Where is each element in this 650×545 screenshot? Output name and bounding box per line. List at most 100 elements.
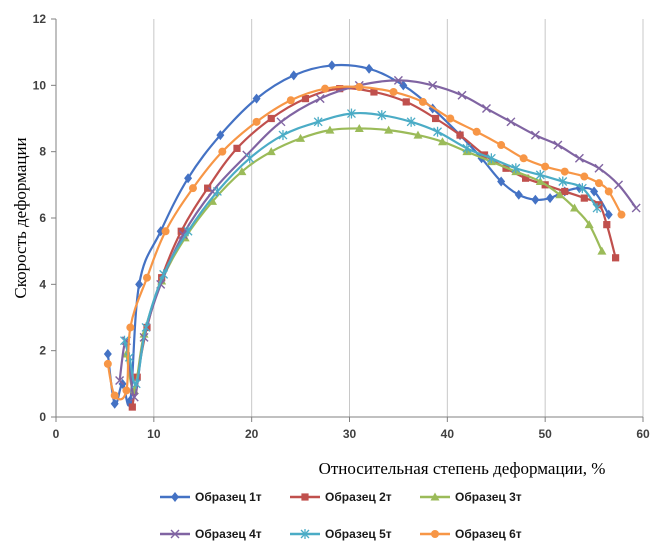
data-point — [245, 153, 255, 164]
y-tick-label: 10 — [33, 78, 47, 92]
data-point — [183, 226, 193, 237]
series-line — [106, 85, 623, 401]
legend-entry: Образец 6т — [420, 527, 522, 541]
data-point — [124, 352, 134, 363]
data-point — [278, 130, 288, 141]
data-point — [325, 125, 335, 134]
data-point — [128, 403, 136, 411]
data-point — [594, 179, 603, 188]
data-point — [393, 75, 403, 85]
data-point — [355, 82, 364, 91]
data-point — [216, 130, 225, 141]
x-tick-label: 40 — [441, 427, 455, 441]
legend-label: Образец 5т — [325, 527, 392, 541]
data-point — [530, 130, 540, 140]
data-point — [110, 391, 119, 400]
data-point — [595, 201, 603, 209]
data-point — [522, 174, 530, 182]
data-point — [276, 117, 286, 127]
data-point — [188, 184, 197, 193]
y-tick-label: 8 — [39, 145, 46, 159]
data-point — [472, 127, 481, 136]
data-point — [142, 273, 151, 282]
y-tick-label: 4 — [39, 277, 46, 291]
data-point — [511, 163, 521, 174]
data-point — [177, 227, 185, 235]
series-line — [123, 111, 598, 386]
data-point — [103, 359, 112, 368]
data-point — [506, 117, 516, 127]
data-point — [406, 116, 416, 127]
data-point — [365, 63, 374, 74]
data-point — [535, 169, 545, 180]
data-point — [446, 114, 455, 123]
data-point — [346, 108, 356, 119]
data-point — [437, 137, 447, 146]
data-point — [558, 176, 568, 187]
data-point — [212, 186, 222, 197]
data-point — [122, 386, 131, 395]
data-point — [233, 144, 241, 152]
data-point — [208, 196, 218, 205]
legend-entry: Образец 2т — [290, 490, 392, 504]
legend-marker — [431, 530, 439, 538]
data-point — [481, 104, 491, 114]
data-point — [370, 88, 378, 96]
data-point — [289, 70, 298, 81]
data-point — [377, 110, 387, 121]
data-point — [129, 392, 139, 402]
x-tick-label: 10 — [147, 427, 161, 441]
data-point — [321, 84, 330, 93]
data-point — [541, 162, 550, 171]
data-point — [584, 220, 594, 229]
y-tick-label: 2 — [39, 344, 46, 358]
y-axis-title: Скорость деформации — [11, 137, 30, 298]
data-point — [131, 378, 141, 389]
data-point — [327, 60, 336, 71]
data-point — [546, 193, 555, 204]
data-point — [120, 335, 129, 346]
x-axis-title: Относительная степень деформации, % — [319, 459, 606, 478]
data-point — [286, 96, 295, 105]
data-point — [178, 230, 188, 240]
data-point — [315, 94, 325, 104]
legend-label: Образец 6т — [455, 527, 522, 541]
data-point — [590, 186, 599, 197]
legend-marker — [301, 493, 309, 501]
data-point — [384, 125, 394, 134]
series-line — [125, 127, 603, 392]
data-point — [580, 194, 588, 202]
legend-entry: Образец 1т — [160, 490, 262, 504]
data-point — [462, 143, 472, 154]
data-point — [313, 116, 323, 127]
data-point — [553, 140, 563, 150]
data-point — [631, 203, 641, 213]
data-point — [597, 246, 607, 255]
data-point — [402, 98, 410, 106]
x-tick-label: 30 — [343, 427, 357, 441]
legend-entry: Образец 3т — [420, 490, 522, 504]
tick-labels: 0 10 20 30 40 50 60 0 2 4 6 8 10 12 — [33, 12, 650, 441]
data-point — [519, 154, 528, 163]
data-point — [110, 398, 119, 409]
legend-label: Образец 3т — [455, 490, 522, 504]
data-point — [418, 97, 427, 106]
data-point — [413, 130, 423, 139]
data-point — [457, 90, 467, 100]
data-point — [135, 279, 144, 290]
data-point — [431, 114, 440, 123]
data-point — [604, 187, 613, 196]
data-point — [514, 189, 523, 200]
data-point — [497, 176, 506, 187]
legend-marker — [171, 492, 179, 502]
series-3 — [121, 123, 607, 394]
data-point — [354, 123, 364, 132]
data-point — [614, 180, 624, 190]
data-point — [159, 269, 169, 280]
data-point — [617, 210, 626, 219]
series-line — [118, 79, 638, 399]
data-point — [555, 190, 565, 199]
data-point — [296, 133, 306, 142]
series-5 — [120, 108, 602, 389]
